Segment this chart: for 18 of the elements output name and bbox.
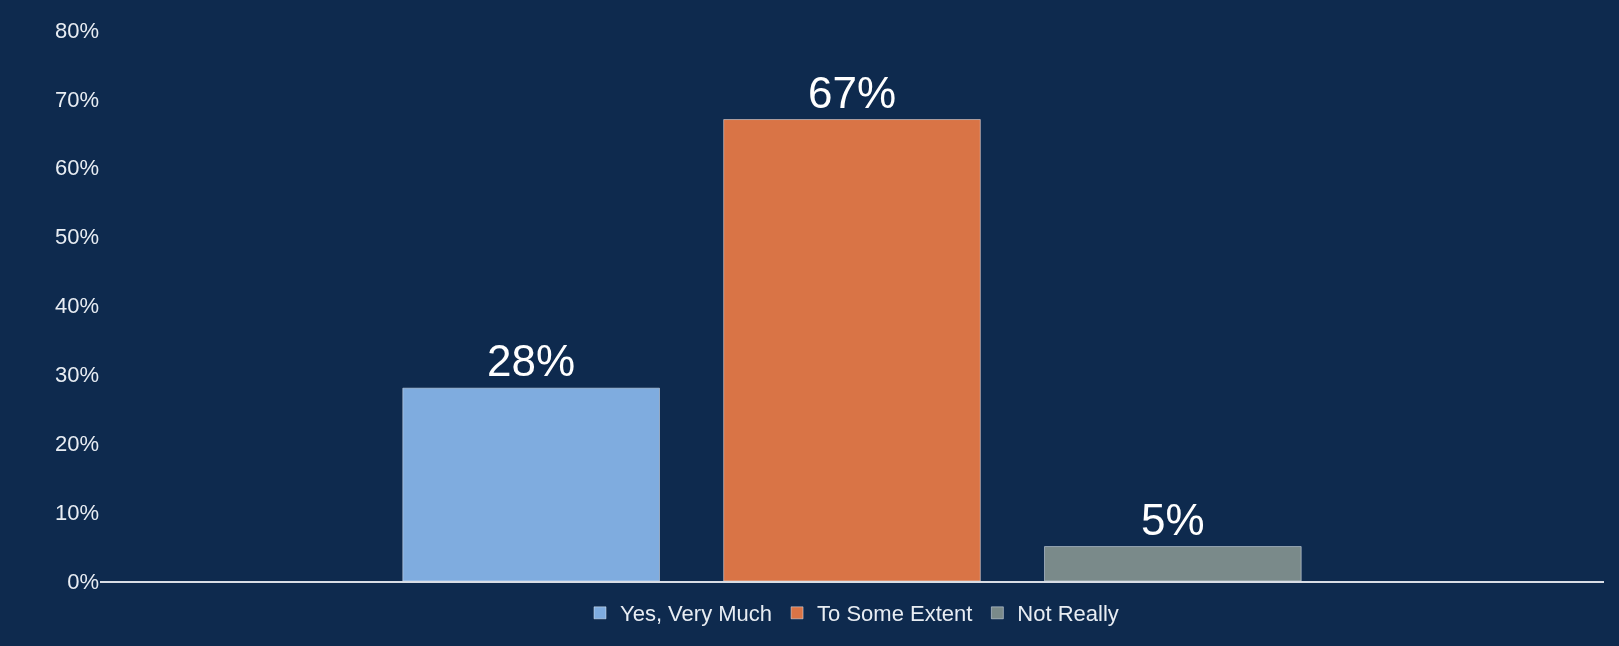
data-label: 67%: [807, 67, 897, 117]
bar: [723, 119, 981, 581]
y-tick-label: 50%: [54, 224, 99, 250]
y-tick-label: 0%: [67, 568, 99, 594]
y-tick-label: 30%: [54, 362, 99, 388]
data-label: 5%: [1141, 494, 1205, 544]
legend-label: Yes, Very Much: [620, 601, 773, 627]
y-tick-label: 80%: [54, 17, 99, 43]
y-tick-label: 40%: [54, 293, 99, 319]
y-tick-label: 70%: [54, 86, 99, 112]
y-tick-label: 10%: [54, 499, 99, 525]
y-tick-label: 20%: [54, 430, 99, 456]
y-tick-label: 60%: [54, 155, 99, 181]
data-label: 28%: [487, 336, 576, 386]
legend-label: Not Really: [1017, 601, 1119, 627]
legend-label: To Some Extent: [817, 601, 973, 627]
bar: [402, 387, 660, 581]
bar: [1044, 546, 1302, 581]
